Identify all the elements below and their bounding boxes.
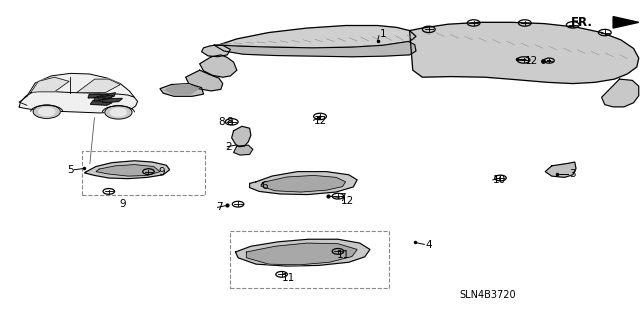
Text: 6: 6 [261,181,268,191]
Polygon shape [31,77,69,93]
Text: FR.: FR. [571,17,593,29]
Circle shape [33,105,60,118]
Polygon shape [96,165,160,176]
Text: 7: 7 [216,202,223,212]
Polygon shape [19,91,138,113]
Polygon shape [160,84,204,96]
Text: 10: 10 [493,175,506,185]
Text: 1: 1 [380,29,386,40]
Polygon shape [236,239,370,266]
Text: SLN4B3720: SLN4B3720 [460,291,516,300]
Polygon shape [261,175,346,192]
Text: 3: 3 [570,169,576,179]
Polygon shape [102,99,122,103]
Polygon shape [232,126,251,147]
Text: 2: 2 [225,142,232,152]
Polygon shape [165,85,198,94]
Text: 7: 7 [339,193,346,203]
Circle shape [110,108,127,116]
Polygon shape [88,94,109,98]
Text: 11: 11 [282,273,295,283]
Text: 4: 4 [426,240,432,250]
Text: 9: 9 [159,167,165,177]
Text: 12: 12 [341,196,355,206]
Circle shape [105,106,132,119]
Polygon shape [77,79,120,93]
Text: 12: 12 [525,56,538,66]
Polygon shape [234,145,253,155]
Text: 12: 12 [314,115,327,126]
Polygon shape [94,95,113,101]
Polygon shape [200,55,237,77]
Polygon shape [250,172,357,195]
Circle shape [38,108,55,116]
Polygon shape [613,17,639,28]
Polygon shape [545,162,576,177]
Polygon shape [186,70,223,91]
Polygon shape [202,45,230,57]
Polygon shape [84,161,170,179]
Text: 5: 5 [67,165,74,175]
Text: 8: 8 [226,117,232,128]
Polygon shape [90,101,112,105]
Polygon shape [246,243,357,265]
Polygon shape [410,22,639,84]
Text: 9: 9 [119,198,125,209]
Bar [82,151,205,195]
Polygon shape [214,41,416,57]
Polygon shape [20,73,138,102]
Polygon shape [602,79,639,107]
Polygon shape [214,26,416,48]
Bar [230,231,389,288]
Text: 11: 11 [337,250,351,260]
Polygon shape [97,93,115,100]
Text: 8: 8 [219,117,225,127]
